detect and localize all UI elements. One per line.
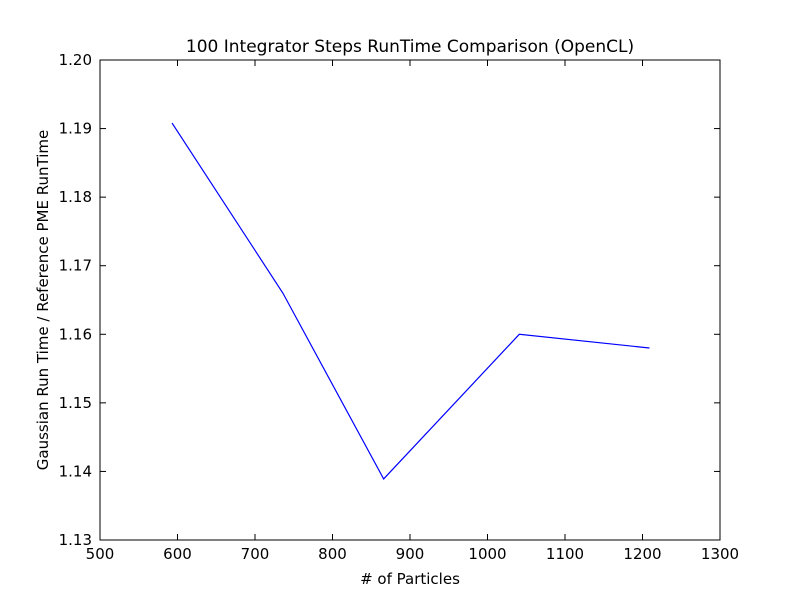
y-tick-label: 1.16 <box>59 325 92 343</box>
series-line <box>171 122 650 480</box>
y-tick-label: 1.19 <box>59 120 92 138</box>
x-tick-label: 800 <box>318 545 347 563</box>
y-tick-label: 1.13 <box>59 531 92 549</box>
x-tick-label: 500 <box>86 545 115 563</box>
y-tick-label: 1.17 <box>59 257 92 275</box>
x-tick-label: 1100 <box>546 545 584 563</box>
x-tick-label: 700 <box>241 545 270 563</box>
plot-frame <box>99 59 721 541</box>
y-tick-label: 1.18 <box>59 188 92 206</box>
y-tick-label: 1.20 <box>59 51 92 69</box>
plot-area <box>171 122 650 480</box>
chart-title: 100 Integrator Steps RunTime Comparison … <box>186 37 634 57</box>
x-tick-label: 1300 <box>701 545 739 563</box>
x-axis-label: # of Particles <box>360 570 460 588</box>
y-tick-label: 1.14 <box>59 462 92 480</box>
x-tick-label: 600 <box>163 545 192 563</box>
y-tick-label: 1.15 <box>59 394 92 412</box>
axis-tick-labels: 500 600 700 800 900 1000 1100 1200 1300 1.13 1.14 1… <box>59 51 740 563</box>
x-tick-label: 1200 <box>623 545 661 563</box>
y-axis-label: Gaussian Run Time / Reference PME RunTim… <box>34 130 52 470</box>
x-tick-label: 900 <box>396 545 425 563</box>
x-tick-label: 1000 <box>468 545 506 563</box>
